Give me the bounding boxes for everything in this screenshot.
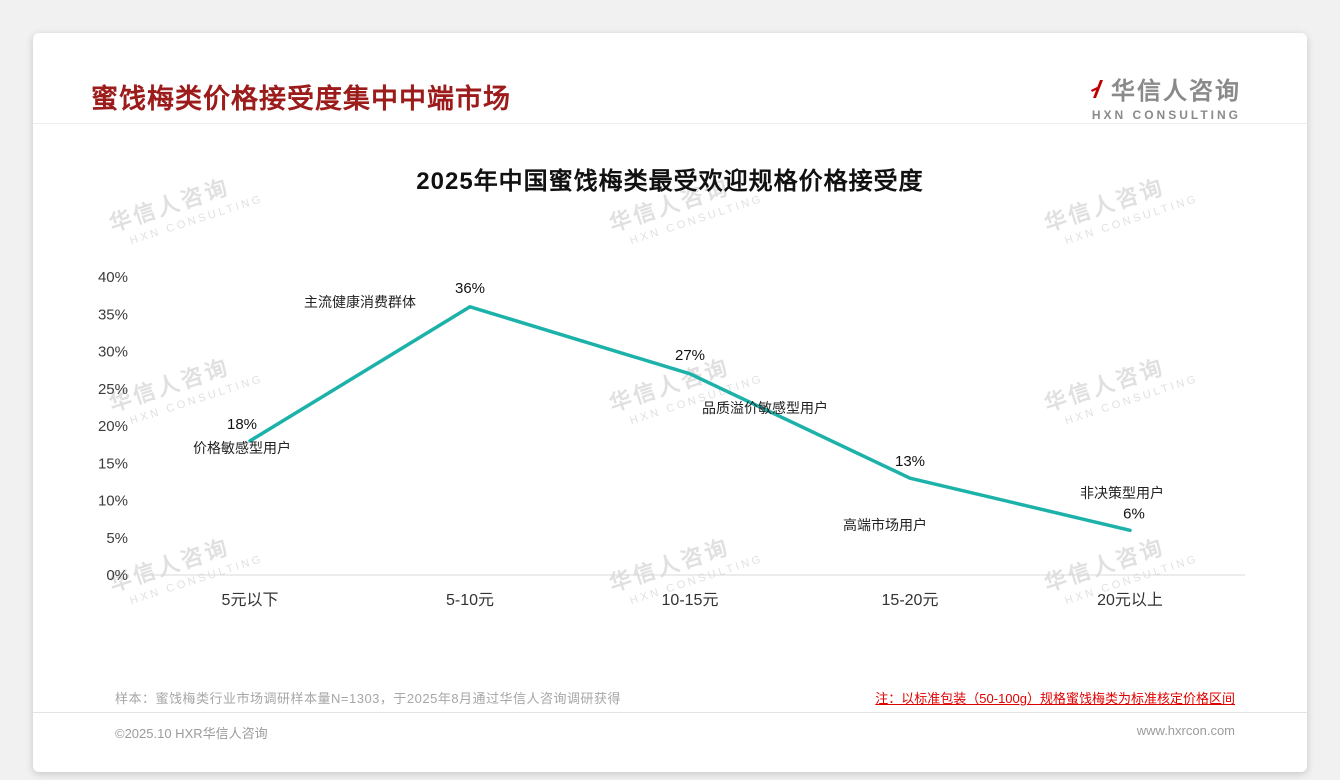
data-point-label: 27% (675, 347, 705, 364)
brand-logo: 华信人咨询 HXN CONSULTING (1091, 71, 1241, 122)
segment-annotation: 非决策型用户 (1080, 485, 1164, 501)
x-category-label: 10-15元 (662, 592, 719, 609)
y-tick-label: 30% (98, 344, 128, 361)
x-category-label: 5-10元 (446, 592, 494, 609)
data-point-label: 13% (895, 453, 925, 470)
y-tick-label: 40% (98, 269, 128, 286)
website-text: www.hxrcon.com (1136, 723, 1235, 738)
y-tick-label: 25% (98, 381, 128, 398)
price-standard-note: 注：以标准包装（50-100g）规格蜜饯梅类为标准核定价格区间 (875, 691, 1235, 706)
y-tick-label: 20% (98, 418, 128, 435)
report-card: 华信人咨询 HXN CONSULTING 华信人咨询 HXN CONSULTING 华信… (33, 33, 1307, 772)
segment-annotation: 品质溢价敏感型用户 (702, 400, 828, 416)
data-point-label: 18% (227, 416, 257, 433)
data-point-label: 6% (1123, 505, 1145, 522)
x-category-label: 5元以下 (222, 592, 279, 609)
segment-annotation: 高端市场用户 (843, 517, 927, 533)
x-category-label: 20元以上 (1097, 591, 1163, 609)
trend-line (248, 305, 1132, 533)
page-title: 蜜饯梅类价格接受度集中中端市场 (91, 84, 511, 114)
price-acceptance-line-chart: 0% 5% 10% 15% 20% 25% 30% 35% 40% 5元以下 5-10元 10-15元… (98, 269, 1245, 609)
y-tick-label: 35% (98, 306, 128, 323)
data-point-label: 36% (455, 280, 485, 297)
brand-name-en: HXN CONSULTING (1091, 108, 1241, 122)
segment-annotation: 价格敏感型用户 (193, 440, 291, 456)
segment-annotation: 主流健康消费群体 (304, 294, 416, 310)
chart-title: 2025年中国蜜饯梅类最受欢迎规格价格接受度 (416, 168, 924, 195)
y-tick-label: 10% (98, 493, 128, 510)
header-divider (33, 123, 1307, 124)
brand-name-zh: 华信人咨询 (1111, 78, 1241, 105)
footer-divider (33, 712, 1307, 713)
sample-note: 样本：蜜饯梅类行业市场调研样本量N=1303，于2025年8月通过华信人咨询调研… (115, 691, 622, 706)
x-category-label: 15-20元 (882, 592, 939, 609)
y-tick-label: 15% (98, 455, 128, 472)
y-tick-label: 0% (106, 567, 128, 584)
y-tick-label: 5% (106, 530, 128, 547)
copyright-text: ©2025.10 HXR华信人咨询 (115, 726, 268, 741)
brand-logo-icon (1091, 78, 1105, 100)
